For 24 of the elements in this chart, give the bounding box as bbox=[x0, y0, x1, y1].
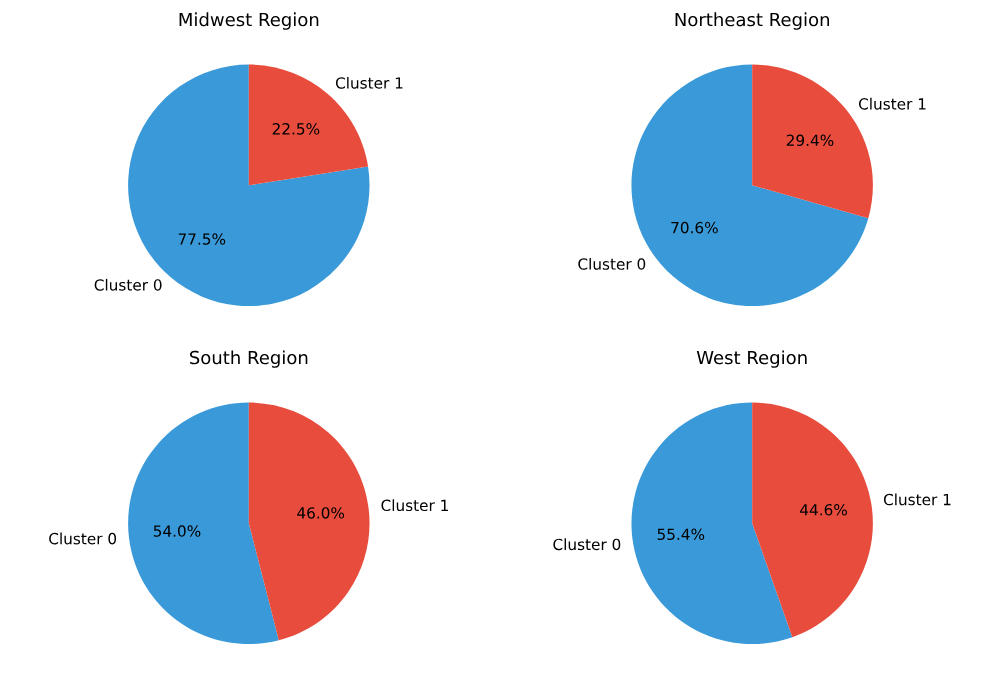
slice-label: Cluster 1 bbox=[335, 76, 403, 89]
slice-label: Cluster 1 bbox=[858, 97, 926, 110]
slice-label: Cluster 0 bbox=[49, 532, 117, 545]
slice-label: Cluster 0 bbox=[94, 278, 162, 291]
pie-slice bbox=[248, 402, 370, 641]
chart-title: Midwest Region bbox=[179, 12, 319, 30]
slice-label: Cluster 1 bbox=[381, 499, 448, 512]
pie-slice bbox=[631, 402, 793, 645]
slice-label: Cluster 1 bbox=[883, 493, 951, 506]
pie-slice bbox=[752, 402, 873, 638]
chart-title: South Region bbox=[190, 350, 308, 368]
pie-slice bbox=[128, 402, 279, 645]
data-label: 22.5% bbox=[272, 123, 320, 135]
chart-title: West Region bbox=[696, 350, 807, 368]
data-label: 29.4% bbox=[786, 134, 834, 147]
data-label: 55.4% bbox=[657, 528, 705, 540]
chart-title: Northeast Region bbox=[675, 12, 829, 30]
slice-label: Cluster 0 bbox=[553, 538, 621, 551]
data-label: 77.5% bbox=[178, 233, 226, 245]
data-label: 70.6% bbox=[671, 221, 718, 234]
slice-label: Cluster 0 bbox=[578, 257, 646, 270]
data-label: 44.6% bbox=[800, 503, 847, 516]
data-label: 54.0% bbox=[153, 525, 201, 537]
data-label: 46.0% bbox=[297, 507, 345, 519]
